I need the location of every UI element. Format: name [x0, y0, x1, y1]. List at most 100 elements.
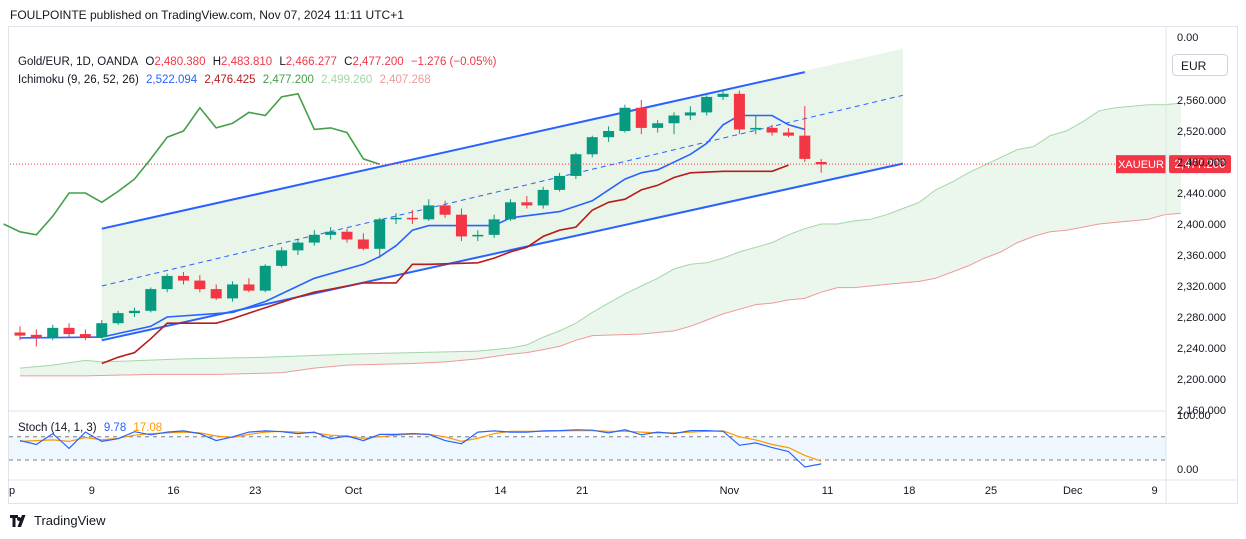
- candle: [292, 239, 304, 255]
- candle-body: [505, 202, 516, 220]
- candle: [619, 104, 631, 133]
- candle: [14, 326, 26, 341]
- channel-fill: [101, 48, 903, 341]
- candle-body: [194, 280, 206, 290]
- symbol-tag-label: XAUEUR: [1118, 159, 1164, 171]
- stoch-band: [9, 436, 1166, 460]
- candle-body: [619, 107, 631, 131]
- symbol-tag-bg: [1116, 155, 1166, 174]
- candle-body: [668, 115, 680, 124]
- candle-body: [47, 327, 59, 338]
- c-value: 2,477.200: [352, 56, 404, 68]
- change-value: −1.276 (−0.05%): [410, 56, 497, 68]
- candle: [406, 210, 418, 224]
- stoch-legend: Stoch (14, 1, 3) 9.78 17.08: [18, 422, 166, 434]
- price-tick-label: 2,560.000: [1177, 95, 1226, 107]
- candle: [537, 186, 549, 209]
- candle-body: [652, 123, 664, 128]
- time-tick-label: 14: [494, 485, 506, 497]
- candle-body: [308, 234, 320, 243]
- candle: [488, 214, 500, 238]
- stochastic-pane: [9, 410, 1166, 468]
- candle-body: [390, 217, 402, 220]
- candle-body: [815, 162, 827, 165]
- candle: [668, 112, 680, 135]
- candle: [79, 329, 91, 341]
- time-tick-label: 21: [576, 485, 588, 497]
- price-tick-label: 2,520.000: [1177, 126, 1226, 138]
- channel-upper: [101, 71, 806, 230]
- candle-body: [227, 284, 239, 299]
- candle: [243, 278, 255, 293]
- candle: [30, 329, 42, 347]
- time-axis: p 9 16 23 Oct 14 21 Nov 11 18 25 Dec 9: [9, 479, 1237, 497]
- price-axis: 2,200.000 2,240.000 2,280.000 2,320.000 2,36…: [1165, 27, 1226, 503]
- candle: [733, 90, 745, 135]
- candle: [815, 158, 827, 173]
- candle-body: [210, 289, 222, 299]
- stoch-k-value: 9.78: [103, 422, 127, 434]
- candle: [178, 272, 189, 285]
- candle: [128, 307, 140, 317]
- candle: [112, 310, 124, 325]
- price-tick-label: 2,320.000: [1177, 281, 1226, 293]
- ichimoku-cloud: [19, 102, 1181, 377]
- kijun-line: [101, 164, 789, 365]
- candle: [308, 230, 320, 246]
- c-label: C: [344, 56, 353, 68]
- time-tick-label: Dec: [1063, 485, 1083, 497]
- candle: [374, 217, 386, 259]
- candle: [325, 227, 337, 240]
- candle: [390, 213, 402, 224]
- candle: [455, 208, 467, 242]
- candle: [635, 100, 647, 135]
- candle: [145, 287, 157, 313]
- candle-body: [799, 135, 811, 159]
- candle: [505, 199, 516, 221]
- ohlc-open: O2,480.380: [145, 56, 205, 68]
- cloud-fill: [20, 103, 1181, 376]
- candle-body: [782, 132, 794, 136]
- time-tick-label: 9: [1151, 485, 1157, 497]
- price-tick-label: 2,240.000: [1177, 343, 1226, 355]
- time-tick-label: Nov: [720, 485, 740, 497]
- l-value: 2,466.277: [285, 56, 337, 68]
- h-value: 2,483.810: [221, 56, 273, 68]
- candle: [782, 127, 794, 138]
- candle: [47, 324, 59, 341]
- candle-body: [374, 219, 386, 249]
- candle: [750, 115, 762, 135]
- candle-body: [292, 242, 304, 251]
- candle: [603, 126, 615, 142]
- price-tag-bg: [1169, 155, 1231, 174]
- tenkan-value: 2,522.094: [146, 74, 198, 86]
- price-tick-label: 2,360.000: [1177, 250, 1226, 262]
- candle: [210, 284, 222, 300]
- candle-body: [488, 219, 500, 235]
- candle-body: [570, 154, 582, 176]
- candle-body: [439, 205, 451, 215]
- candle: [799, 106, 811, 162]
- candle: [586, 135, 598, 158]
- candle: [96, 320, 108, 339]
- time-tick-label: 23: [249, 485, 261, 497]
- candle-body: [161, 275, 173, 290]
- time-tick-label: 16: [167, 485, 179, 497]
- span-a-value: 2,499.260: [321, 74, 373, 86]
- candle: [63, 323, 75, 338]
- time-tick-label: Oct: [345, 485, 362, 497]
- candle: [717, 89, 729, 100]
- candle: [570, 152, 582, 180]
- price-tick-label: 2,440.000: [1177, 188, 1226, 200]
- candle: [276, 247, 288, 268]
- candle-body: [684, 112, 696, 116]
- candle-body: [406, 217, 418, 220]
- kijun-value: 2,476.425: [204, 74, 256, 86]
- candle: [766, 124, 778, 136]
- candle-body: [537, 189, 549, 206]
- price-tick-label: 2,280.000: [1177, 312, 1226, 324]
- price-tick-label: 0.00: [1177, 32, 1198, 44]
- time-tick-label: 18: [903, 485, 915, 497]
- currency-button[interactable]: EUR: [1172, 54, 1228, 76]
